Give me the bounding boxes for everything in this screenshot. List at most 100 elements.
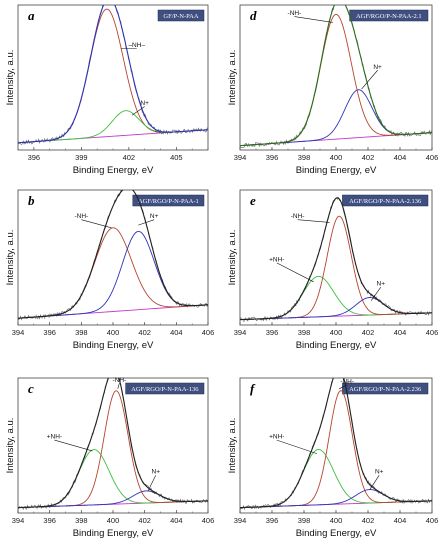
envelope-fit <box>240 378 432 509</box>
annotation-leader <box>54 439 93 452</box>
panel-letter: f <box>250 381 256 396</box>
envelope-fit <box>18 378 208 509</box>
x-tick-label: 404 <box>170 328 183 337</box>
annotation-label: +NH- <box>269 434 284 441</box>
y-axis-title: Intensity, a.u. <box>227 418 238 474</box>
panel-title: GF/P-N-PAA <box>163 13 198 20</box>
panel-e: 394 396 398 400 402 404 406 Binding Energy, eV I… <box>227 189 439 351</box>
panel-letter: e <box>250 193 256 208</box>
panel-letter: b <box>28 193 35 208</box>
x-tick-label: 400 <box>330 153 343 162</box>
x-tick-label: 394 <box>234 153 247 162</box>
annotation-label: N+ <box>373 64 382 71</box>
x-tick-label: 398 <box>75 328 88 337</box>
x-tick-label: 396 <box>266 328 279 337</box>
panel-title: AGF/RGO/P-N-PAA-2.136 <box>349 198 422 205</box>
envelope-fit <box>18 5 208 144</box>
x-tick-label: 406 <box>426 328 439 337</box>
x-tick-label: 396 <box>43 328 56 337</box>
x-tick-label: 398 <box>298 153 311 162</box>
y-axis-title: Intensity, a.u. <box>5 230 16 286</box>
panel-letter: d <box>250 8 257 23</box>
annotation-label: -NH- <box>112 377 126 384</box>
annotation-label: -NH- <box>340 378 354 385</box>
component-nh <box>18 390 208 509</box>
x-tick-label: 400 <box>330 328 343 337</box>
annotation-leader <box>131 106 145 116</box>
plot-area <box>240 5 432 148</box>
annotation-label: +NH- <box>47 434 62 441</box>
plot-area <box>18 378 208 511</box>
x-tick-label: 404 <box>170 516 183 525</box>
x-tick-label: 404 <box>394 516 407 525</box>
x-tick-label: 402 <box>123 153 136 162</box>
annotation-leader <box>361 70 378 90</box>
x-tick-label: 404 <box>394 328 407 337</box>
x-tick-label: 402 <box>362 153 375 162</box>
panel-c: 394 396 398 400 402 404 406 Binding Energy, eV I… <box>5 377 215 539</box>
panel-a: 396 399 402 405 Binding Energy, eV Intensity,… <box>5 4 209 176</box>
panel-title: AGF/RGO/P-N-PAA-136 <box>131 386 199 393</box>
envelope-fit <box>18 190 208 319</box>
annotation-label: N+ <box>140 100 149 107</box>
panel-b: 394 396 398 400 402 404 406 Binding Energy, eV I… <box>5 189 215 351</box>
annotation-leader <box>339 384 348 390</box>
x-tick-label: 406 <box>202 328 215 337</box>
y-axis-title: Intensity, a.u. <box>227 230 238 286</box>
x-tick-label: 406 <box>202 516 215 525</box>
x-tick-label: 406 <box>426 516 439 525</box>
plot-frame <box>239 4 433 151</box>
x-axis-title: Binding Energy, eV <box>296 528 377 539</box>
component-n <box>18 490 208 509</box>
plot-area <box>240 196 432 322</box>
annotation-leader <box>117 383 120 389</box>
x-tick-label: 399 <box>75 153 88 162</box>
raw-data <box>18 5 208 145</box>
panel-title-box <box>157 9 205 22</box>
panel-f: 394 396 398 400 402 404 406 Binding Energy, eV I… <box>227 377 439 539</box>
annotation-leader <box>81 219 112 229</box>
panel-title-box <box>132 194 205 207</box>
x-tick-label: 394 <box>12 516 25 525</box>
annotation-label: -NH- <box>291 213 305 220</box>
panel-title-box <box>342 194 429 207</box>
x-tick-label: 394 <box>234 328 247 337</box>
x-tick-label: 402 <box>362 328 375 337</box>
x-tick-label: 394 <box>234 516 247 525</box>
y-axis-title: Intensity, a.u. <box>5 418 16 474</box>
annotation-leader <box>297 219 330 223</box>
annotation-leader <box>147 475 157 492</box>
panel-letter: a <box>28 8 35 23</box>
x-tick-label: 398 <box>298 328 311 337</box>
panel-d: 394 396 398 400 402 404 406 Binding Energy, eV I… <box>227 4 438 176</box>
x-tick-label: 405 <box>170 153 183 162</box>
x-tick-label: 394 <box>12 328 25 337</box>
annotation-label: N+ <box>377 281 386 288</box>
x-axis-title: Binding Energy, eV <box>296 340 377 351</box>
annotation-label: –NH– <box>128 42 145 49</box>
annotation-label: N+ <box>150 213 159 220</box>
x-tick-label: 398 <box>75 516 88 525</box>
panel-title: AGF/RGO/P-N-PAA-1 <box>138 198 199 205</box>
panel-title: AGF/RGO/P-N-PAA-2.1 <box>356 13 422 20</box>
y-axis-title: Intensity, a.u. <box>227 50 238 106</box>
annotation-leader <box>369 475 380 491</box>
plot-area <box>18 5 208 145</box>
plot-area <box>18 190 208 321</box>
x-tick-label: 400 <box>107 328 120 337</box>
x-axis-title: Binding Energy, eV <box>73 165 154 176</box>
panel-title: AGF/RGO/P-N-PAA-2.236 <box>349 386 422 393</box>
raw-data <box>240 5 432 148</box>
annotation-leader <box>294 16 333 23</box>
component-nh <box>18 8 208 144</box>
plot-area <box>240 378 432 511</box>
envelope-fit <box>240 5 432 147</box>
annotation-label: N+ <box>152 469 161 476</box>
x-axis-title: Binding Energy, eV <box>73 528 154 539</box>
panel-letter: c <box>28 381 34 396</box>
x-axis-title: Binding Energy, eV <box>73 340 154 351</box>
x-tick-label: 396 <box>43 516 56 525</box>
x-tick-label: 396 <box>266 153 279 162</box>
plot-frame <box>17 4 209 151</box>
